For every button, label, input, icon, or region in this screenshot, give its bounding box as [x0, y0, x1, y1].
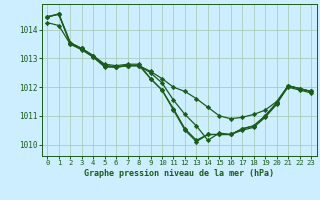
X-axis label: Graphe pression niveau de la mer (hPa): Graphe pression niveau de la mer (hPa) — [84, 169, 274, 178]
